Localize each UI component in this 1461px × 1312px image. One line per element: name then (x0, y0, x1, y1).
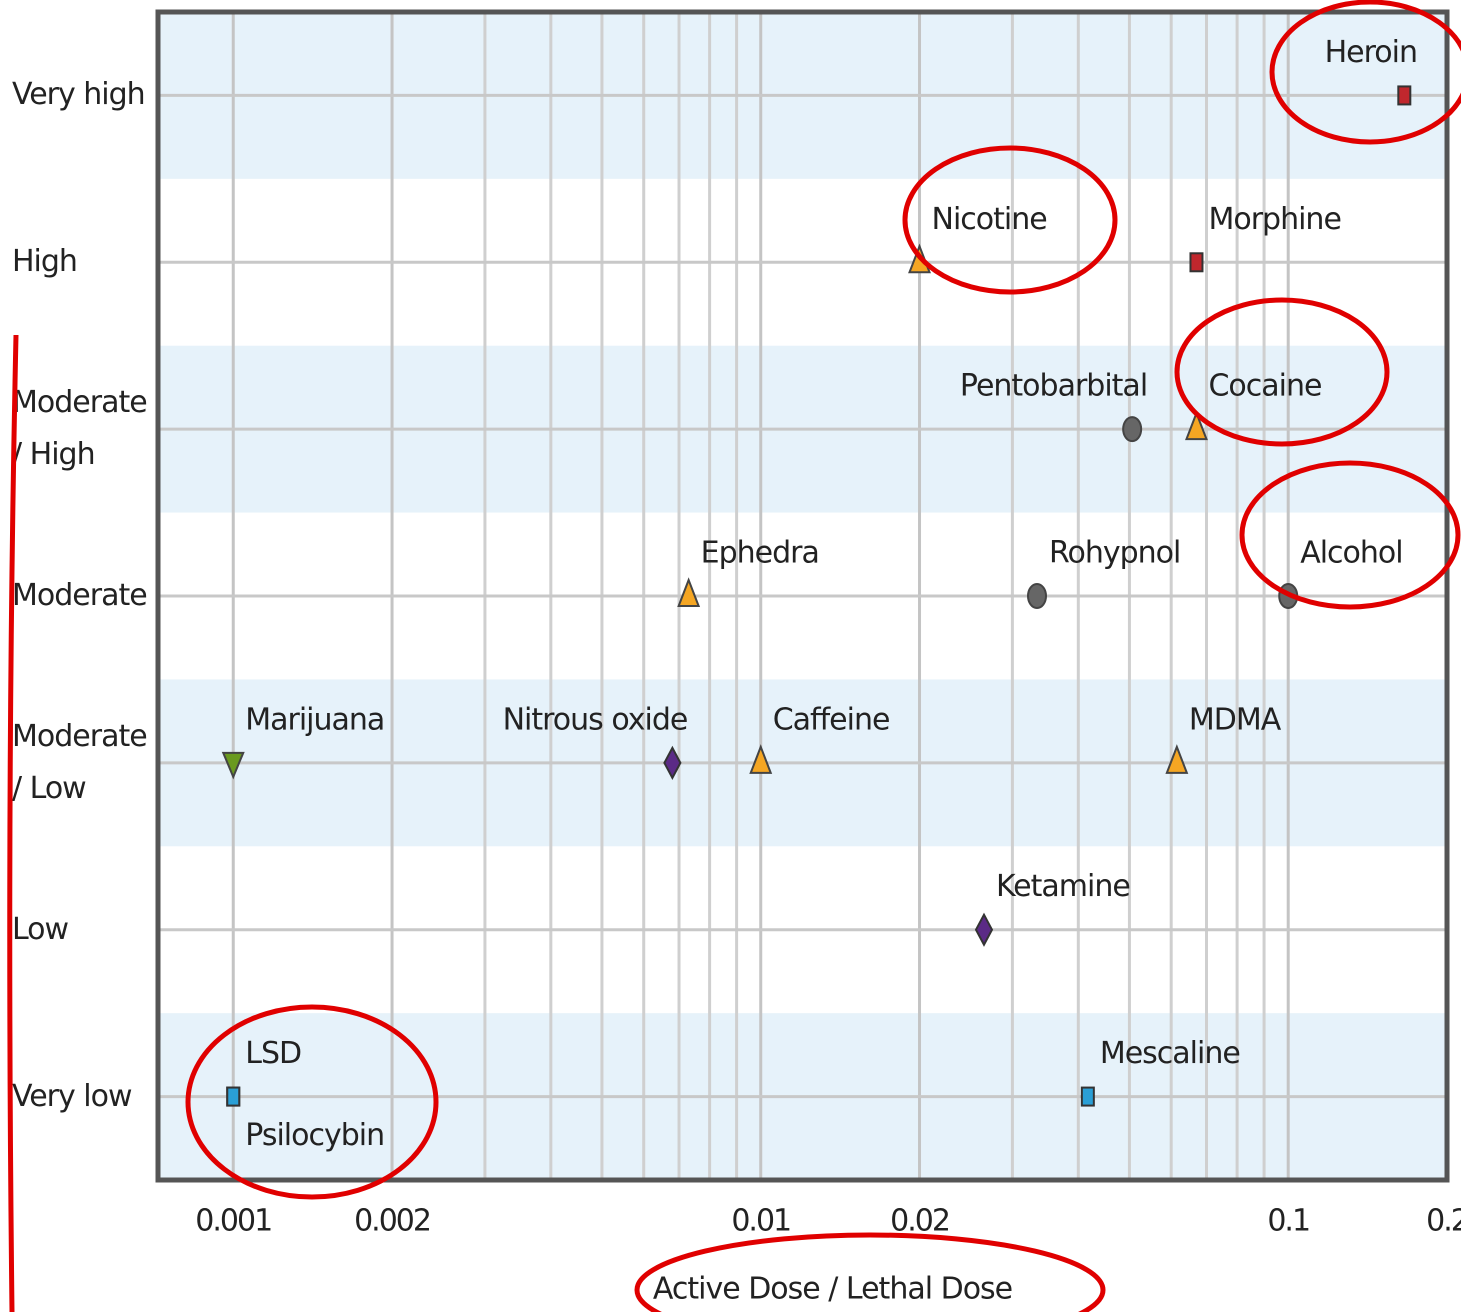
marker (1189, 252, 1204, 273)
data-point: Pentobarbital (960, 369, 1148, 443)
point-label: Morphine (1208, 202, 1340, 237)
data-point: MDMA (1165, 702, 1283, 774)
point-label: Cocaine (1208, 369, 1321, 404)
marker (1397, 85, 1412, 106)
data-point: Ketamine (974, 869, 1131, 947)
marker (1080, 1086, 1095, 1107)
x-axis-title: Active Dose / Lethal Dose (653, 1272, 1012, 1307)
marker (1278, 583, 1299, 609)
data-point: Caffeine (749, 702, 890, 774)
point-label: Marijuana (245, 702, 384, 737)
point-label: MDMA (1189, 702, 1282, 737)
marker (663, 745, 682, 780)
y-tick-label: Moderate / High (12, 385, 148, 473)
marker (1165, 744, 1189, 774)
data-point: Rohypnol (1026, 536, 1181, 609)
point-label: Mescaline (1100, 1036, 1240, 1071)
point-label: Caffeine (773, 702, 890, 737)
data-point: Morphine (1189, 202, 1342, 273)
point-label: Pentobarbital (960, 369, 1147, 404)
marker (1026, 583, 1047, 609)
point-label: Rohypnol (1049, 536, 1180, 571)
point-label: Heroin (1325, 35, 1417, 70)
point-label: Nicotine (932, 202, 1047, 237)
point-label: Nitrous oxide (503, 702, 688, 737)
y-tick-label: Moderate (12, 578, 148, 613)
data-point: Marijuana (221, 702, 385, 780)
point-label: LSD (245, 1036, 301, 1071)
x-tick-label: 0.2 (1426, 1204, 1461, 1239)
y-tick-label: Very high (12, 77, 146, 113)
marker (677, 577, 701, 607)
data-point: Nitrous oxide (503, 702, 688, 780)
x-tick-label: 0.002 (354, 1204, 430, 1239)
marker (974, 912, 994, 947)
y-tick-label: Low (12, 911, 69, 947)
marker (221, 751, 245, 780)
y-tick-label: Very low (12, 1078, 132, 1114)
marker (1122, 416, 1143, 443)
x-tick-label: 0.01 (731, 1204, 790, 1239)
marker (749, 744, 773, 774)
x-tick-label: 0.02 (890, 1204, 949, 1239)
data-point: Ephedra (677, 536, 820, 607)
x-tick-label: 0.1 (1267, 1204, 1309, 1239)
data-point: Mescaline (1080, 1036, 1241, 1107)
x-tick-label: 0.001 (195, 1204, 271, 1239)
point-label: Alcohol (1300, 536, 1402, 571)
marker (226, 1086, 241, 1107)
y-tick-label: Moderate / Low (12, 718, 148, 806)
point-label: Ketamine (996, 869, 1130, 904)
point-label: Psilocybin (245, 1118, 384, 1153)
marker (908, 243, 931, 274)
point-label: Ephedra (701, 536, 819, 571)
y-tick-label: High (12, 244, 78, 280)
